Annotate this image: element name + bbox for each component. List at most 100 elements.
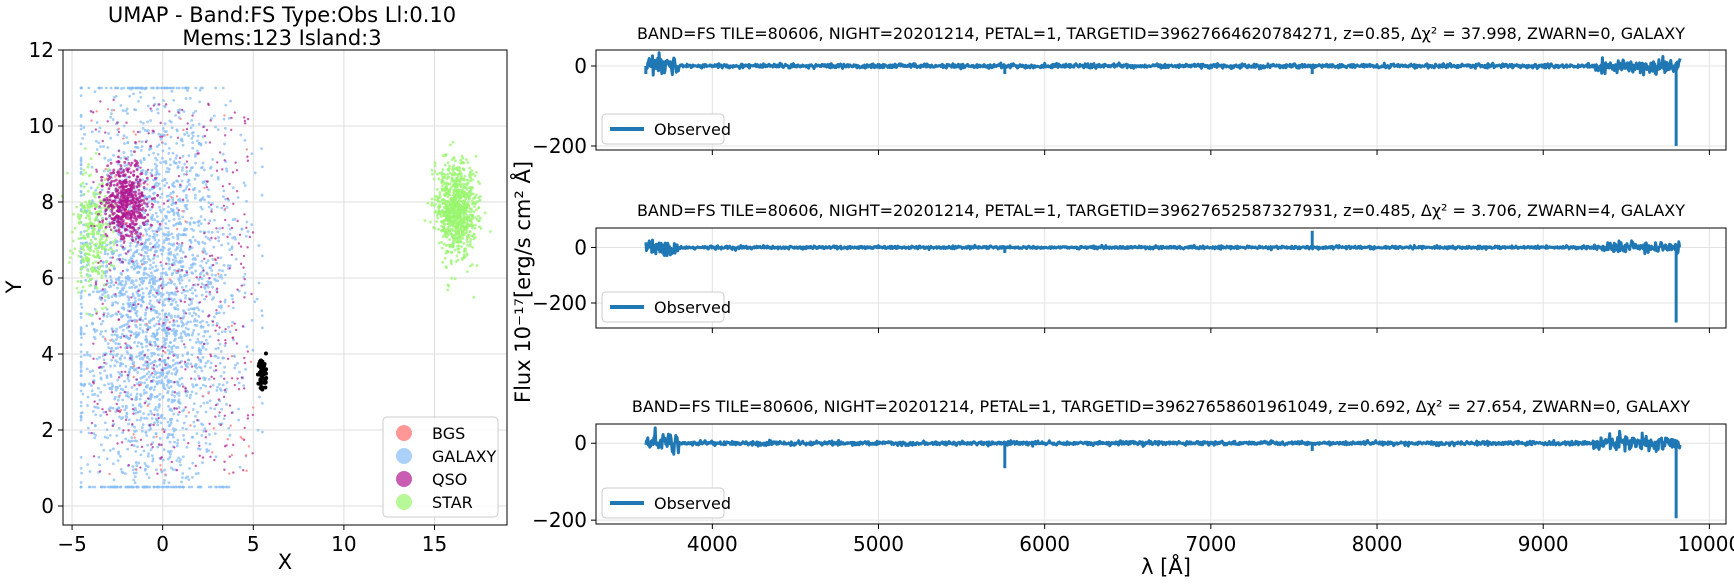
umap-point [188, 304, 191, 307]
umap-point [440, 241, 443, 244]
umap-point [117, 452, 120, 455]
umap-point [116, 353, 119, 356]
umap-point [134, 191, 137, 194]
umap-point [95, 285, 98, 288]
umap-point [199, 276, 201, 278]
umap-point [122, 137, 124, 139]
umap-point [167, 435, 170, 438]
umap-point [107, 120, 109, 122]
umap-point [140, 242, 143, 245]
umap-point [189, 320, 192, 323]
umap-point [135, 472, 138, 475]
umap-point [93, 455, 95, 457]
umap-point [182, 323, 185, 326]
umap-xtick-label: 0 [156, 532, 169, 556]
umap-point [207, 103, 209, 105]
umap-point [172, 152, 175, 155]
umap-point [132, 255, 135, 258]
umap-point [106, 428, 109, 431]
umap-point [176, 270, 178, 272]
umap-point [218, 486, 221, 489]
umap-point [150, 305, 153, 308]
umap-point [221, 277, 224, 280]
umap-point [446, 284, 449, 287]
umap-point [167, 170, 170, 173]
umap-point [130, 233, 133, 236]
umap-point [189, 245, 191, 247]
umap-point [197, 315, 200, 318]
umap-point [208, 433, 211, 436]
umap-point [195, 324, 198, 327]
umap-point [162, 150, 165, 153]
umap-point [147, 273, 150, 276]
umap-point [91, 369, 94, 372]
umap-point [187, 334, 190, 337]
umap-point [174, 338, 177, 341]
umap-point [190, 228, 193, 231]
umap-point [158, 206, 161, 209]
umap-point [250, 223, 253, 226]
umap-point [466, 244, 469, 247]
umap-point [87, 236, 90, 239]
umap-point [170, 467, 173, 470]
umap-point [79, 233, 82, 236]
umap-point [168, 247, 171, 250]
umap-point [129, 223, 131, 225]
umap-point [160, 264, 163, 267]
umap-point [167, 390, 170, 393]
umap-point [120, 272, 123, 275]
umap-point [103, 199, 106, 202]
umap-point [460, 219, 463, 222]
umap-point [128, 418, 131, 421]
umap-point [200, 326, 203, 329]
umap-point [447, 168, 450, 171]
umap-point [148, 189, 151, 192]
umap-point [470, 210, 473, 213]
umap-point [84, 279, 87, 282]
umap-point [164, 346, 166, 348]
umap-point [201, 87, 204, 90]
umap-point [178, 217, 181, 220]
umap-point [115, 278, 118, 281]
umap-point [80, 312, 83, 315]
umap-point [171, 393, 174, 396]
umap-point [122, 184, 125, 187]
umap-point [133, 268, 136, 271]
umap-point [80, 94, 83, 97]
umap-point [159, 317, 162, 320]
umap-point [134, 165, 137, 168]
umap-point [137, 411, 140, 414]
umap-point [172, 436, 175, 439]
umap-point [216, 322, 219, 325]
umap-point [210, 486, 213, 489]
umap-point [75, 206, 78, 209]
umap-point [239, 466, 242, 469]
umap-point [199, 143, 202, 146]
umap-point [71, 252, 74, 255]
umap-point [132, 412, 134, 414]
umap-point [217, 128, 220, 131]
umap-point [107, 486, 110, 489]
umap-point [80, 467, 83, 470]
umap-point [126, 391, 129, 394]
umap-point [110, 295, 113, 298]
umap-point [116, 193, 119, 196]
umap-point [190, 217, 193, 220]
umap-point [172, 293, 175, 296]
umap-point [140, 342, 143, 345]
umap-point [134, 409, 137, 412]
umap-point [160, 284, 162, 286]
umap-point [108, 243, 111, 246]
umap-point [162, 486, 165, 489]
umap-point [138, 236, 141, 239]
umap-point [216, 205, 219, 208]
umap-point [238, 382, 241, 385]
umap-point [447, 251, 450, 254]
umap-point [229, 100, 232, 103]
umap-point [131, 194, 134, 197]
umap-point [217, 273, 219, 275]
umap-point [156, 473, 158, 475]
umap-point [186, 89, 189, 92]
umap-point [126, 225, 129, 228]
umap-point [153, 385, 156, 388]
